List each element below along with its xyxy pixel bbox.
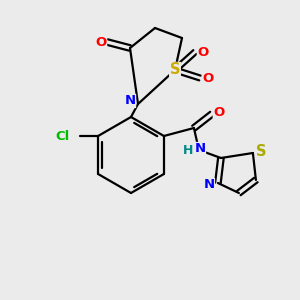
Text: N: N xyxy=(124,94,136,107)
Text: N: N xyxy=(194,142,206,155)
Text: Cl: Cl xyxy=(55,130,69,142)
Text: H: H xyxy=(183,143,193,157)
Text: O: O xyxy=(95,35,106,49)
Text: O: O xyxy=(202,71,214,85)
Text: O: O xyxy=(213,106,224,118)
Text: O: O xyxy=(197,46,208,59)
Text: S: S xyxy=(256,143,266,158)
Text: S: S xyxy=(170,62,180,77)
Text: N: N xyxy=(203,178,214,191)
